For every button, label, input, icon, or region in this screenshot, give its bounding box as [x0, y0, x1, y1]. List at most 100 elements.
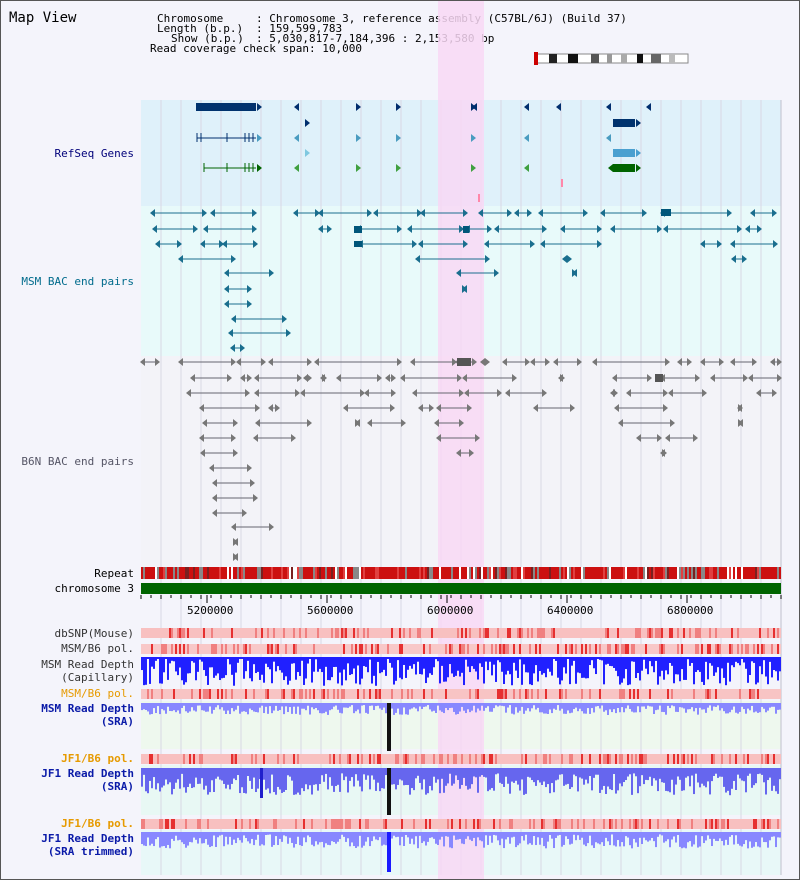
polymorphism-segment: [409, 628, 411, 638]
polymorphism-segment: [771, 689, 773, 699]
polymorphism-segment: [513, 644, 515, 654]
polymorphism-segment: [673, 819, 675, 829]
read-depth-bar: [339, 703, 341, 713]
feature-arrow: [459, 389, 464, 397]
read-depth-bar: [713, 657, 715, 676]
refseq-gene: [613, 164, 635, 172]
polymorphism-segment: [613, 628, 615, 638]
polymorphism-segment: [753, 754, 755, 764]
read-depth-bar: [681, 703, 683, 708]
read-depth-bar: [293, 657, 295, 664]
polymorphism-segment: [411, 754, 413, 764]
polymorphism-segment: [749, 689, 751, 699]
read-depth-bar: [511, 657, 513, 686]
repeat-segment: [701, 567, 703, 579]
feature-arrow: [480, 358, 485, 366]
polymorphism-segment: [459, 644, 461, 654]
feature-arrow: [636, 164, 641, 172]
polymorphism-segment: [249, 754, 251, 764]
read-depth-bar: [561, 703, 563, 709]
read-depth-bar: [373, 703, 375, 711]
read-depth-bar: [415, 703, 417, 709]
repeat-segment: [255, 567, 257, 579]
read-depth-bar: [707, 768, 709, 782]
feature-arrow: [600, 209, 605, 217]
repeat-segment: [413, 567, 415, 579]
polymorphism-segment: [399, 819, 401, 829]
polymorphism-segment: [271, 689, 273, 699]
read-depth-bar: [383, 657, 385, 670]
polymorphism-segment: [259, 689, 261, 699]
read-depth-bar: [485, 768, 487, 778]
polymorphism-segment: [217, 689, 219, 699]
read-depth-bar: [189, 768, 191, 784]
read-depth-bar: [697, 657, 699, 671]
read-depth-bar: [579, 768, 581, 778]
polymorphism-segment: [625, 689, 627, 699]
polymorphism-segment: [359, 644, 361, 654]
read-depth-bar: [757, 657, 759, 683]
feature-arrow: [657, 225, 662, 233]
polymorphism-segment: [509, 754, 511, 764]
read-depth-bar: [583, 703, 585, 714]
polymorphism-segment: [385, 754, 387, 764]
polymorphism-segment: [683, 628, 685, 638]
feature-arrow: [456, 269, 461, 277]
read-depth-bar: [417, 657, 419, 662]
polymorphism-segment: [485, 644, 487, 654]
polymorphism-segment: [677, 754, 679, 764]
polymorphism-segment: [145, 628, 147, 638]
read-depth-bar: [219, 768, 221, 780]
polymorphism-segment: [617, 689, 619, 699]
polymorphism-segment: [679, 628, 681, 638]
read-depth-bar: [177, 657, 179, 676]
polymorphism-segment: [265, 819, 267, 829]
feature-arrow: [457, 374, 462, 382]
polymorphism-segment: [665, 644, 667, 654]
polymorphism-segment: [231, 819, 233, 829]
polymorphism-segment: [719, 819, 721, 829]
read-depth-bar: [533, 768, 535, 783]
read-depth-bar: [361, 657, 363, 679]
refseq-marker: [561, 179, 563, 187]
repeat-segment: [177, 567, 179, 579]
read-depth-bar: [581, 832, 583, 838]
read-depth-bar: [315, 832, 317, 842]
polymorphism-segment: [341, 644, 343, 654]
read-depth-bar: [489, 657, 491, 662]
polymorphism-segment: [487, 628, 489, 638]
read-depth-bar: [695, 832, 697, 836]
polymorphism-segment: [631, 644, 633, 654]
read-depth-bar: [201, 657, 203, 662]
polymorphism-segment: [255, 628, 257, 638]
read-depth-bar: [345, 768, 347, 777]
polymorphism-segment: [631, 754, 633, 764]
polymorphism-segment: [421, 628, 423, 638]
polymorphism-segment: [615, 754, 617, 764]
read-depth-bar: [177, 832, 179, 841]
polymorphism-segment: [299, 689, 301, 699]
polymorphism-segment: [367, 754, 369, 764]
read-depth-bar: [701, 768, 703, 784]
polymorphism-segment: [683, 754, 685, 764]
repeat-segment: [569, 567, 571, 579]
read-depth-bar: [249, 657, 251, 679]
polymorphism-segment: [407, 644, 409, 654]
read-depth-bar: [769, 703, 771, 708]
polymorphism-segment: [579, 628, 581, 638]
read-depth-bar: [615, 703, 617, 714]
polymorphism-segment: [347, 644, 349, 654]
read-depth-bar: [693, 768, 695, 795]
polymorphism-segment: [629, 754, 631, 764]
feature-arrow: [730, 240, 735, 248]
read-depth-bar: [523, 832, 525, 841]
read-depth-bar: [551, 657, 553, 676]
read-depth-bar: [317, 657, 319, 672]
read-depth-bar: [501, 703, 503, 706]
polymorphism-segment: [329, 819, 331, 829]
repeat-segment: [209, 567, 211, 579]
polymorphism-segment: [313, 689, 315, 699]
polymorphism-segment: [729, 628, 731, 638]
read-depth-bar: [269, 768, 271, 794]
